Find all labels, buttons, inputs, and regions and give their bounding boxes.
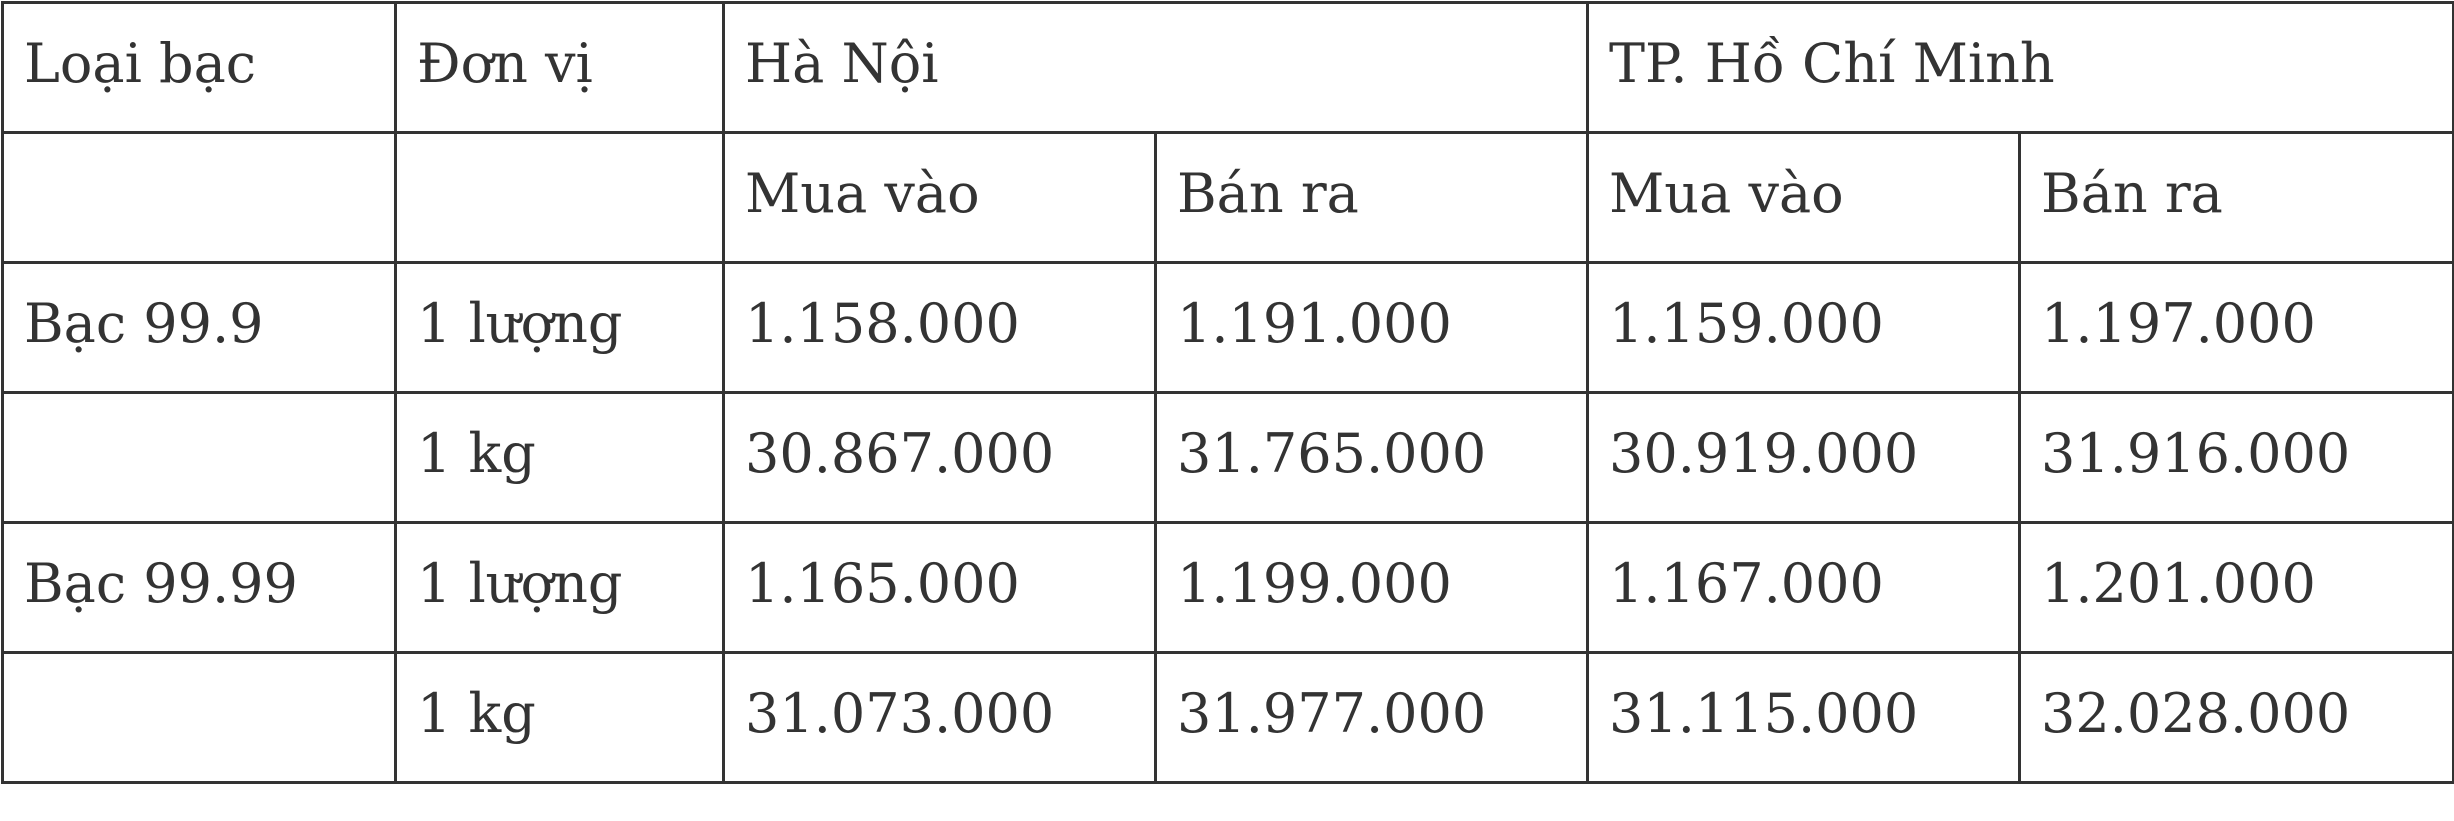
cell-type <box>1 391 397 524</box>
cell-type <box>1 651 397 784</box>
silver-price-table: Loại bạc Đơn vị Hà Nội TP. Hồ Chí Minh M… <box>1 1 2454 784</box>
cell-hn-buy: 1.165.000 <box>722 521 1157 654</box>
cell-hn-buy: 31.073.000 <box>722 651 1157 784</box>
cell-type: Bạc 99.9 <box>1 261 397 394</box>
subheader-hcm-sell: Bán ra <box>2018 131 2454 264</box>
cell-hn-sell: 31.765.000 <box>1153 391 1590 524</box>
cell-hcm-buy: 31.115.000 <box>1586 651 2022 784</box>
table-row: Bạc 99.9 1 lượng 1.158.000 1.191.000 1.1… <box>1 261 2454 394</box>
cell-hcm-buy: 1.167.000 <box>1586 521 2022 654</box>
cell-hn-sell: 1.191.000 <box>1153 261 1590 394</box>
cell-type: Bạc 99.99 <box>1 521 397 654</box>
header-row: Loại bạc Đơn vị Hà Nội TP. Hồ Chí Minh <box>1 1 2454 134</box>
cell-unit: 1 kg <box>394 651 725 784</box>
cell-hcm-buy: 1.159.000 <box>1586 261 2022 394</box>
cell-hcm-sell: 31.916.000 <box>2018 391 2454 524</box>
cell-unit: 1 lượng <box>394 521 725 654</box>
cell-hn-sell: 1.199.000 <box>1153 521 1590 654</box>
subheader-hn-buy: Mua vào <box>722 131 1157 264</box>
cell-hn-buy: 30.867.000 <box>722 391 1157 524</box>
empty-cell <box>1 131 397 264</box>
cell-hcm-sell: 1.201.000 <box>2018 521 2454 654</box>
table-row: 1 kg 31.073.000 31.977.000 31.115.000 32… <box>1 651 2454 784</box>
table-row: 1 kg 30.867.000 31.765.000 30.919.000 31… <box>1 391 2454 524</box>
cell-unit: 1 kg <box>394 391 725 524</box>
cell-hn-sell: 31.977.000 <box>1153 651 1590 784</box>
header-unit: Đơn vị <box>394 1 725 134</box>
cell-hcm-buy: 30.919.000 <box>1586 391 2022 524</box>
header-hcmc: TP. Hồ Chí Minh <box>1586 1 2454 134</box>
header-hanoi: Hà Nội <box>721 1 1590 134</box>
subheader-hcm-buy: Mua vào <box>1586 131 2022 264</box>
empty-cell <box>394 131 725 264</box>
table-row: Bạc 99.99 1 lượng 1.165.000 1.199.000 1.… <box>1 521 2454 654</box>
cell-hn-buy: 1.158.000 <box>722 261 1157 394</box>
subheader-row: Mua vào Bán ra Mua vào Bán ra <box>1 131 2454 264</box>
header-type: Loại bạc <box>1 1 397 134</box>
subheader-hn-sell: Bán ra <box>1153 131 1590 264</box>
cell-unit: 1 lượng <box>394 261 725 394</box>
cell-hcm-sell: 32.028.000 <box>2018 651 2454 784</box>
cell-hcm-sell: 1.197.000 <box>2018 261 2454 394</box>
